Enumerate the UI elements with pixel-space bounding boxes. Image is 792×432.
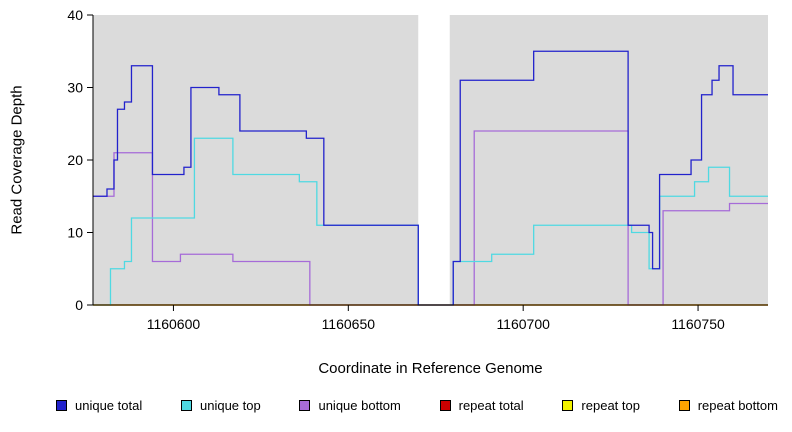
legend-label: repeat top	[581, 398, 640, 413]
x-axis-title: Coordinate in Reference Genome	[318, 360, 543, 377]
x-tick-label: 1160750	[671, 316, 725, 332]
legend-swatch-icon	[180, 400, 192, 411]
legend-swatch-icon	[56, 400, 67, 411]
x-tick-label: 1160700	[496, 316, 550, 332]
legend-item-unique-total: unique total	[56, 398, 142, 413]
legend-item-unique-top: unique top	[180, 398, 261, 413]
legend-item-repeat-top: repeat top	[562, 398, 640, 413]
legend-item-repeat-total: repeat total	[439, 398, 524, 413]
y-tick-label: 10	[67, 225, 83, 241]
legend-label: repeat bottom	[697, 398, 778, 413]
legend-swatch-icon	[439, 400, 451, 411]
y-tick-label: 0	[75, 297, 83, 313]
legend-label: repeat total	[458, 398, 524, 413]
legend: unique total unique top unique bottom repea…	[0, 398, 792, 413]
chart-canvas: 1160600 1160650 1160700 1160750 0 10 20 30 40	[67, 7, 768, 332]
y-tick-label: 30	[67, 80, 83, 96]
y-tick-label: 40	[67, 7, 83, 23]
x-tick-label: 1160650	[322, 316, 376, 332]
series-line-unique-total	[93, 50, 768, 306]
legend-swatch-icon	[562, 400, 574, 411]
x-tick-label: 1160600	[147, 316, 201, 332]
legend-item-unique-bottom: unique bottom	[299, 398, 401, 413]
gap-band	[418, 15, 450, 305]
legend-swatch-icon	[678, 400, 690, 411]
y-tick-label: 20	[67, 152, 83, 168]
legend-item-repeat-bottom: repeat bottom	[678, 398, 778, 413]
legend-label: unique top	[199, 398, 261, 413]
legend-label: unique total	[75, 398, 143, 413]
legend-label: unique bottom	[318, 398, 401, 413]
legend-swatch-icon	[299, 400, 311, 411]
